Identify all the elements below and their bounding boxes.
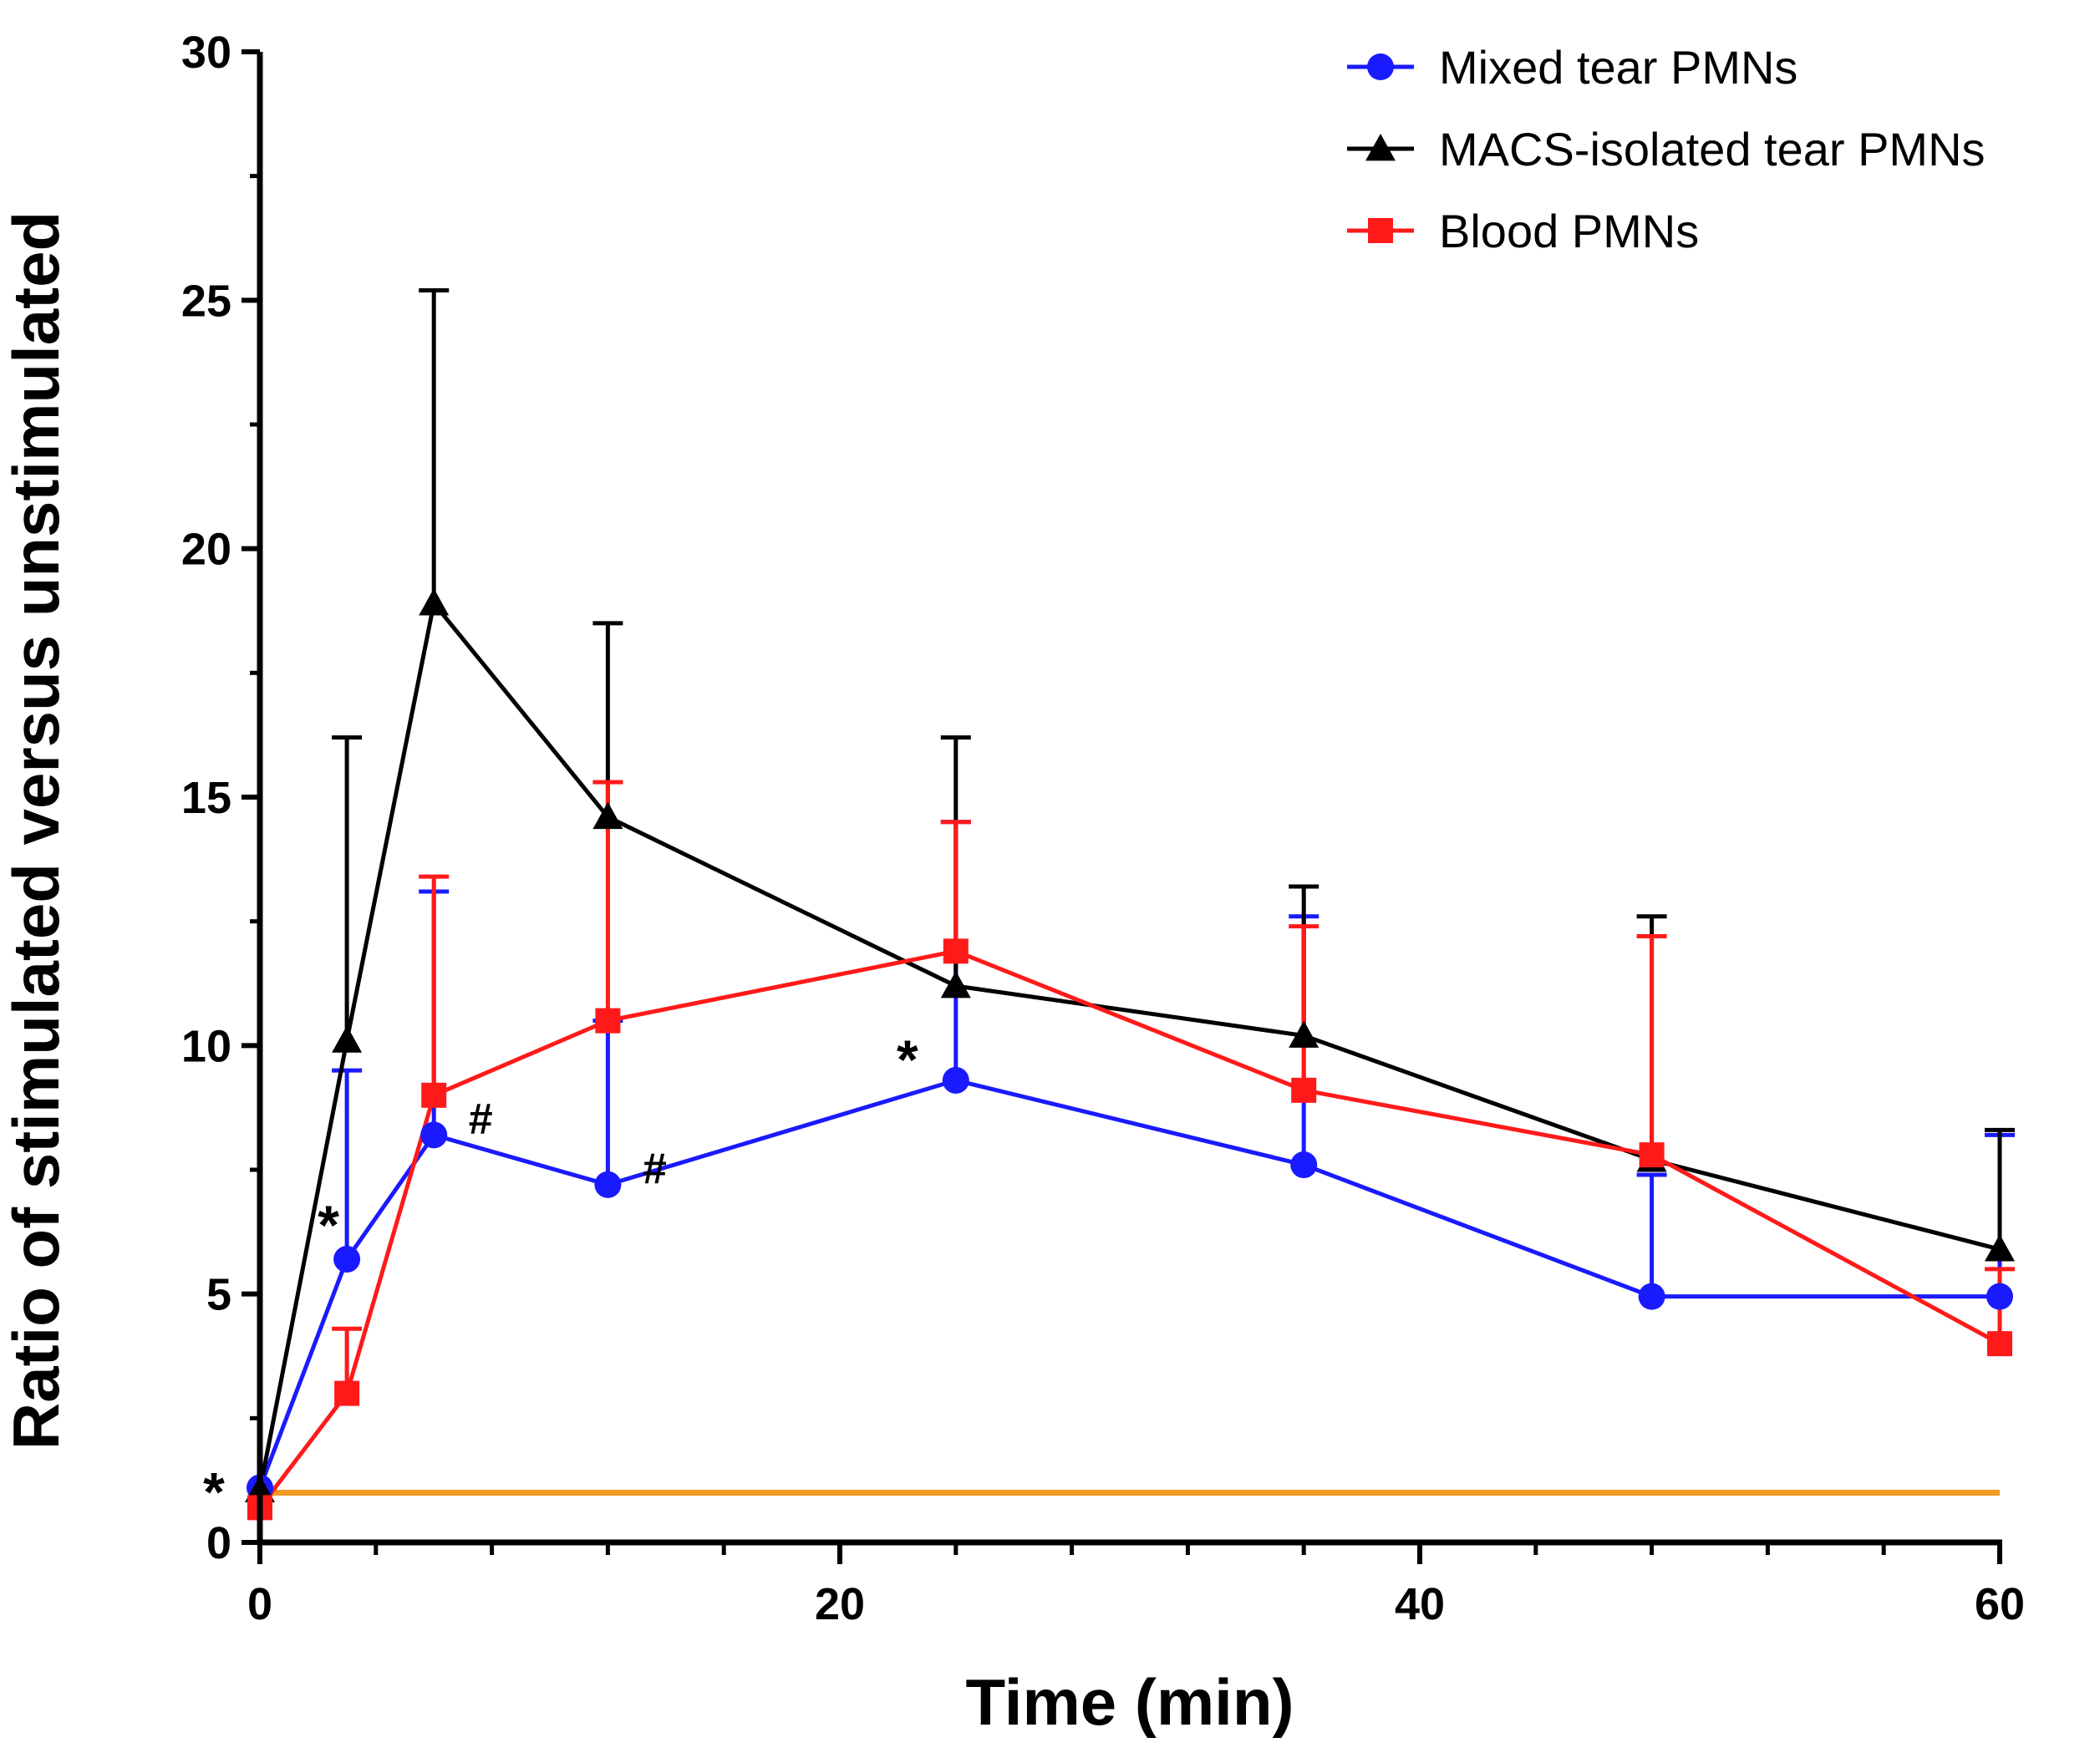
annotation: * <box>203 1461 225 1523</box>
data-point <box>1639 1142 1665 1168</box>
data-point <box>1638 1283 1665 1310</box>
data-point <box>1290 1151 1318 1179</box>
legend-marker <box>1368 218 1393 243</box>
data-point <box>940 970 971 998</box>
error-bar-layer <box>332 287 2015 1394</box>
y-tick-label: 30 <box>181 28 231 78</box>
data-point <box>1987 1331 2012 1357</box>
data-point <box>594 1171 622 1198</box>
x-tick-label: 20 <box>815 1579 865 1629</box>
x-axis-title: Time (min) <box>966 1665 1294 1739</box>
y-tick-label: 0 <box>206 1518 231 1568</box>
x-tick-label: 0 <box>247 1579 272 1629</box>
x-tick-label: 60 <box>1975 1579 2025 1629</box>
y-tick-label: 10 <box>181 1021 231 1071</box>
data-point <box>332 1025 363 1053</box>
legend-marker <box>1365 134 1396 161</box>
legend-marker <box>1367 53 1394 80</box>
y-tick-label: 15 <box>181 773 231 823</box>
annotation: * <box>897 1029 918 1090</box>
y-axis-title: Ratio of stimulated versus unstimulated <box>0 211 73 1450</box>
series-line <box>258 948 2001 1509</box>
data-point <box>1985 1234 2015 1262</box>
y-tick-label: 5 <box>206 1270 231 1320</box>
series-line <box>257 601 2001 1491</box>
data-point <box>421 1082 447 1108</box>
x-tick-label: 40 <box>1395 1579 1445 1629</box>
series-layer <box>245 588 2015 1521</box>
data-point <box>419 588 450 616</box>
data-point <box>595 1008 621 1034</box>
data-point <box>1289 1020 1319 1048</box>
annotation: # <box>469 1095 493 1143</box>
data-point <box>420 1121 448 1149</box>
legend-label: MACS-isolated tear PMNs <box>1439 123 1986 175</box>
legend-label: Blood PMNs <box>1439 205 1699 257</box>
data-point <box>943 938 969 964</box>
data-point <box>333 1246 361 1273</box>
data-point <box>1986 1283 2013 1310</box>
annotation-layer: * * # # * <box>203 1029 918 1523</box>
series-line <box>257 1078 2000 1489</box>
legend-label: Mixed tear PMNs <box>1439 41 1797 94</box>
data-point <box>334 1380 360 1406</box>
legend: Mixed tear PMNs MACS-isolated tear PMNs Bl… <box>1347 41 1986 257</box>
data-point <box>942 1066 969 1094</box>
y-tick-label: 20 <box>181 525 231 575</box>
axes: 0 5 10 15 20 25 30 0 20 40 60 <box>181 28 2025 1629</box>
annotation: * <box>318 1194 339 1256</box>
data-point <box>1291 1077 1317 1103</box>
y-tick-label: 25 <box>181 276 231 326</box>
data-point <box>592 801 623 830</box>
annotation: # <box>643 1145 667 1193</box>
